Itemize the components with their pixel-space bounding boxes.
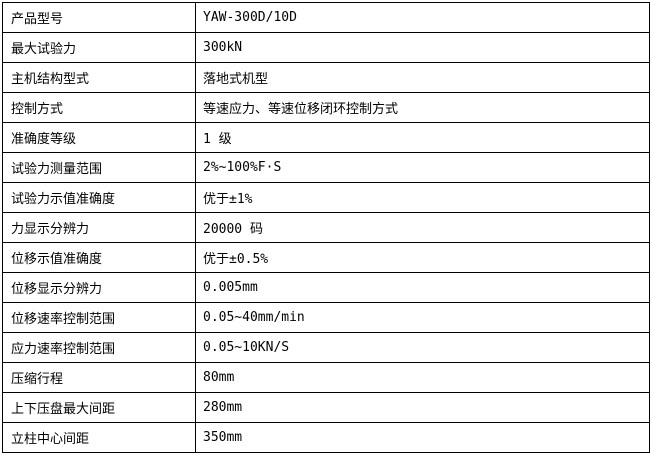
- spec-value: 0.05~10KN/S: [195, 332, 650, 363]
- table-row: 主机结构型式 落地式机型: [2, 62, 650, 93]
- spec-value: 20000 码: [195, 212, 650, 243]
- spec-label: 上下压盘最大间距: [2, 392, 196, 423]
- table-row: 控制方式 等速应力、等速位移闭环控制方式: [2, 92, 650, 123]
- table-row: 应力速率控制范围 0.05~10KN/S: [2, 332, 650, 363]
- spec-label: 试验力示值准确度: [2, 182, 196, 213]
- table-row: 试验力测量范围 2%~100%F·S: [2, 152, 650, 183]
- table-row: 位移显示分辨力 0.005mm: [2, 272, 650, 303]
- table-row: 压缩行程 80mm: [2, 362, 650, 393]
- spec-value: 等速应力、等速位移闭环控制方式: [195, 92, 650, 123]
- table-row: 力显示分辨力 20000 码: [2, 212, 650, 243]
- spec-value: YAW-300D/10D: [195, 2, 650, 33]
- spec-table-body: 产品型号 YAW-300D/10D 最大试验力 300kN 主机结构型式 落地式…: [2, 2, 650, 453]
- spec-label: 最大试验力: [2, 32, 196, 63]
- spec-value: 0.005mm: [195, 272, 650, 303]
- spec-label: 产品型号: [2, 2, 196, 33]
- spec-label: 压缩行程: [2, 362, 196, 393]
- table-row: 上下压盘最大间距 280mm: [2, 392, 650, 423]
- spec-label: 位移示值准确度: [2, 242, 196, 273]
- spec-label: 试验力测量范围: [2, 152, 196, 183]
- spec-value: 350mm: [195, 422, 650, 453]
- table-row: 准确度等级 1 级: [2, 122, 650, 153]
- spec-value: 优于±0.5%: [195, 242, 650, 273]
- table-row: 位移示值准确度 优于±0.5%: [2, 242, 650, 273]
- table-row: 立柱中心间距 350mm: [2, 422, 650, 453]
- table-row: 位移速率控制范围 0.05~40mm/min: [2, 302, 650, 333]
- spec-value: 80mm: [195, 362, 650, 393]
- spec-label: 应力速率控制范围: [2, 332, 196, 363]
- spec-label: 控制方式: [2, 92, 196, 123]
- spec-value: 300kN: [195, 32, 650, 63]
- spec-label: 力显示分辨力: [2, 212, 196, 243]
- spec-label: 位移速率控制范围: [2, 302, 196, 333]
- spec-value: 0.05~40mm/min: [195, 302, 650, 333]
- table-row: 试验力示值准确度 优于±1%: [2, 182, 650, 213]
- spec-label: 位移显示分辨力: [2, 272, 196, 303]
- spec-label: 主机结构型式: [2, 62, 196, 93]
- spec-value: 优于±1%: [195, 182, 650, 213]
- spec-label: 立柱中心间距: [2, 422, 196, 453]
- spec-label: 准确度等级: [2, 122, 196, 153]
- spec-value: 280mm: [195, 392, 650, 423]
- spec-table: 产品型号 YAW-300D/10D 最大试验力 300kN 主机结构型式 落地式…: [2, 2, 650, 453]
- table-row: 最大试验力 300kN: [2, 32, 650, 63]
- spec-value: 2%~100%F·S: [195, 152, 650, 183]
- spec-value: 落地式机型: [195, 62, 650, 93]
- table-row: 产品型号 YAW-300D/10D: [2, 2, 650, 33]
- spec-value: 1 级: [195, 122, 650, 153]
